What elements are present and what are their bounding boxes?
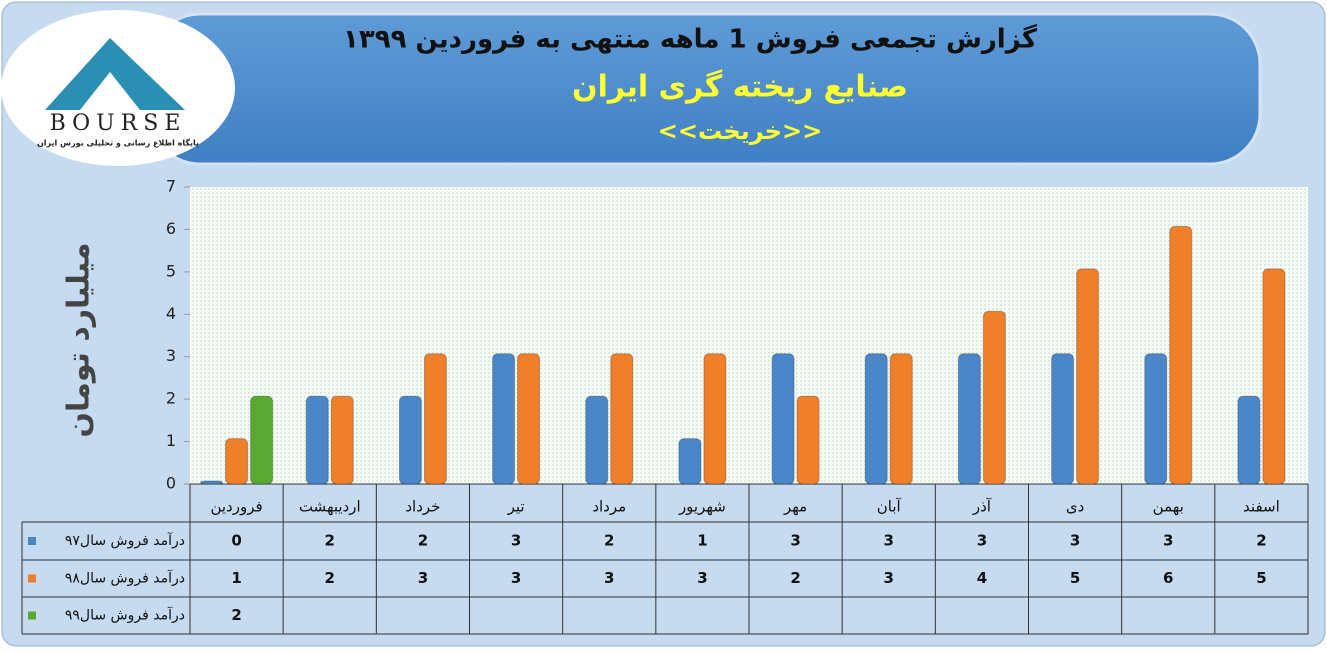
bar: [398, 395, 422, 485]
bar: [1051, 353, 1075, 485]
table-value: 2: [1256, 532, 1266, 550]
bar: [703, 353, 727, 485]
table-value: 3: [1070, 532, 1080, 550]
table-value: 3: [884, 532, 894, 550]
bar: [225, 438, 249, 485]
table-value: 4: [977, 569, 987, 587]
x-tick-label: شهریور: [678, 498, 726, 516]
legend-swatch: [28, 611, 36, 620]
chart-title: گزارش تجمعی فروش 1 ماهه منتهی به فروردین…: [343, 24, 1038, 55]
table-value: 2: [418, 532, 428, 550]
table-value: 3: [977, 532, 987, 550]
bar: [957, 353, 981, 485]
table-value: 5: [1256, 569, 1266, 587]
x-tick-label: آبان: [877, 498, 902, 516]
table-value: 2: [604, 532, 614, 550]
table-value: 1: [697, 532, 707, 550]
logo-text: BOURSE: [50, 111, 187, 136]
legend-label: درآمد فروش سال۹۸: [65, 570, 185, 587]
bar: [678, 438, 702, 485]
x-tick-label: مهر: [783, 498, 807, 516]
x-tick-label: مرداد: [592, 498, 626, 516]
table-value: 3: [418, 569, 428, 587]
table-value: 3: [884, 569, 894, 587]
annotation: <<خریخت>>: [658, 117, 822, 145]
bar: [305, 395, 329, 485]
bar: [610, 353, 634, 485]
y-axis-label: میلیارد تومان: [62, 242, 97, 437]
y-tick-label: 4: [166, 304, 176, 323]
bar: [771, 353, 795, 485]
table-value: 6: [1163, 569, 1173, 587]
table-value: 0: [231, 532, 241, 550]
table-value: 3: [790, 532, 800, 550]
x-tick-label: فروردین: [210, 498, 262, 516]
bar: [423, 353, 447, 485]
bar: [585, 395, 609, 485]
table-value: 3: [511, 569, 521, 587]
chart-subtitle: صنایع ریخته گری ایران: [572, 69, 908, 105]
table-value: 2: [325, 532, 335, 550]
bar: [492, 353, 516, 485]
table-value: 2: [231, 606, 241, 624]
bar: [250, 395, 274, 485]
bar: [1237, 395, 1261, 485]
bar: [1076, 268, 1100, 485]
y-tick-label: 7: [166, 177, 176, 196]
legend-label: درآمد فروش سال۹۷: [65, 532, 185, 549]
y-tick-label: 3: [166, 346, 176, 365]
y-tick-label: 0: [166, 474, 176, 493]
bar: [889, 353, 913, 485]
bar: [517, 353, 541, 485]
table-value: 3: [697, 569, 707, 587]
logo-shape: [45, 38, 185, 110]
bar: [1144, 353, 1168, 485]
bar: [1169, 225, 1193, 485]
bar: [330, 395, 354, 485]
x-tick-label: دی: [1066, 498, 1084, 516]
table-value: 2: [790, 569, 800, 587]
y-tick-label: 1: [166, 431, 176, 450]
logo-tagline: پایگاه اطلاع رسانی و تحلیلی بورس ایران: [37, 138, 199, 149]
legend-swatch: [28, 574, 36, 583]
table-value: 2: [325, 569, 335, 587]
table-value: 3: [604, 569, 614, 587]
logo-shape: [80, 72, 140, 110]
bar: [864, 353, 888, 485]
table-value: 5: [1070, 569, 1080, 587]
bar: [200, 480, 224, 485]
x-tick-label: اردیبهشت: [299, 498, 361, 516]
x-tick-label: خرداد: [405, 498, 440, 516]
legend-label: درآمد فروش سال۹۹: [65, 607, 185, 624]
bar: [796, 395, 820, 485]
y-tick-label: 6: [166, 219, 176, 238]
y-tick-label: 2: [166, 389, 176, 408]
table-value: 3: [1163, 532, 1173, 550]
legend-swatch: [28, 537, 36, 545]
y-tick-label: 5: [166, 261, 176, 280]
bar: [1262, 268, 1286, 485]
bar: [982, 310, 1006, 485]
x-tick-label: تیر: [507, 498, 525, 516]
x-tick-label: اسفند: [1243, 498, 1280, 516]
table-value: 1: [231, 569, 241, 587]
plot-area: [190, 187, 1308, 484]
table-value: 3: [511, 532, 521, 550]
x-tick-label: آذر: [972, 498, 992, 516]
x-tick-label: بهمن: [1153, 498, 1184, 516]
